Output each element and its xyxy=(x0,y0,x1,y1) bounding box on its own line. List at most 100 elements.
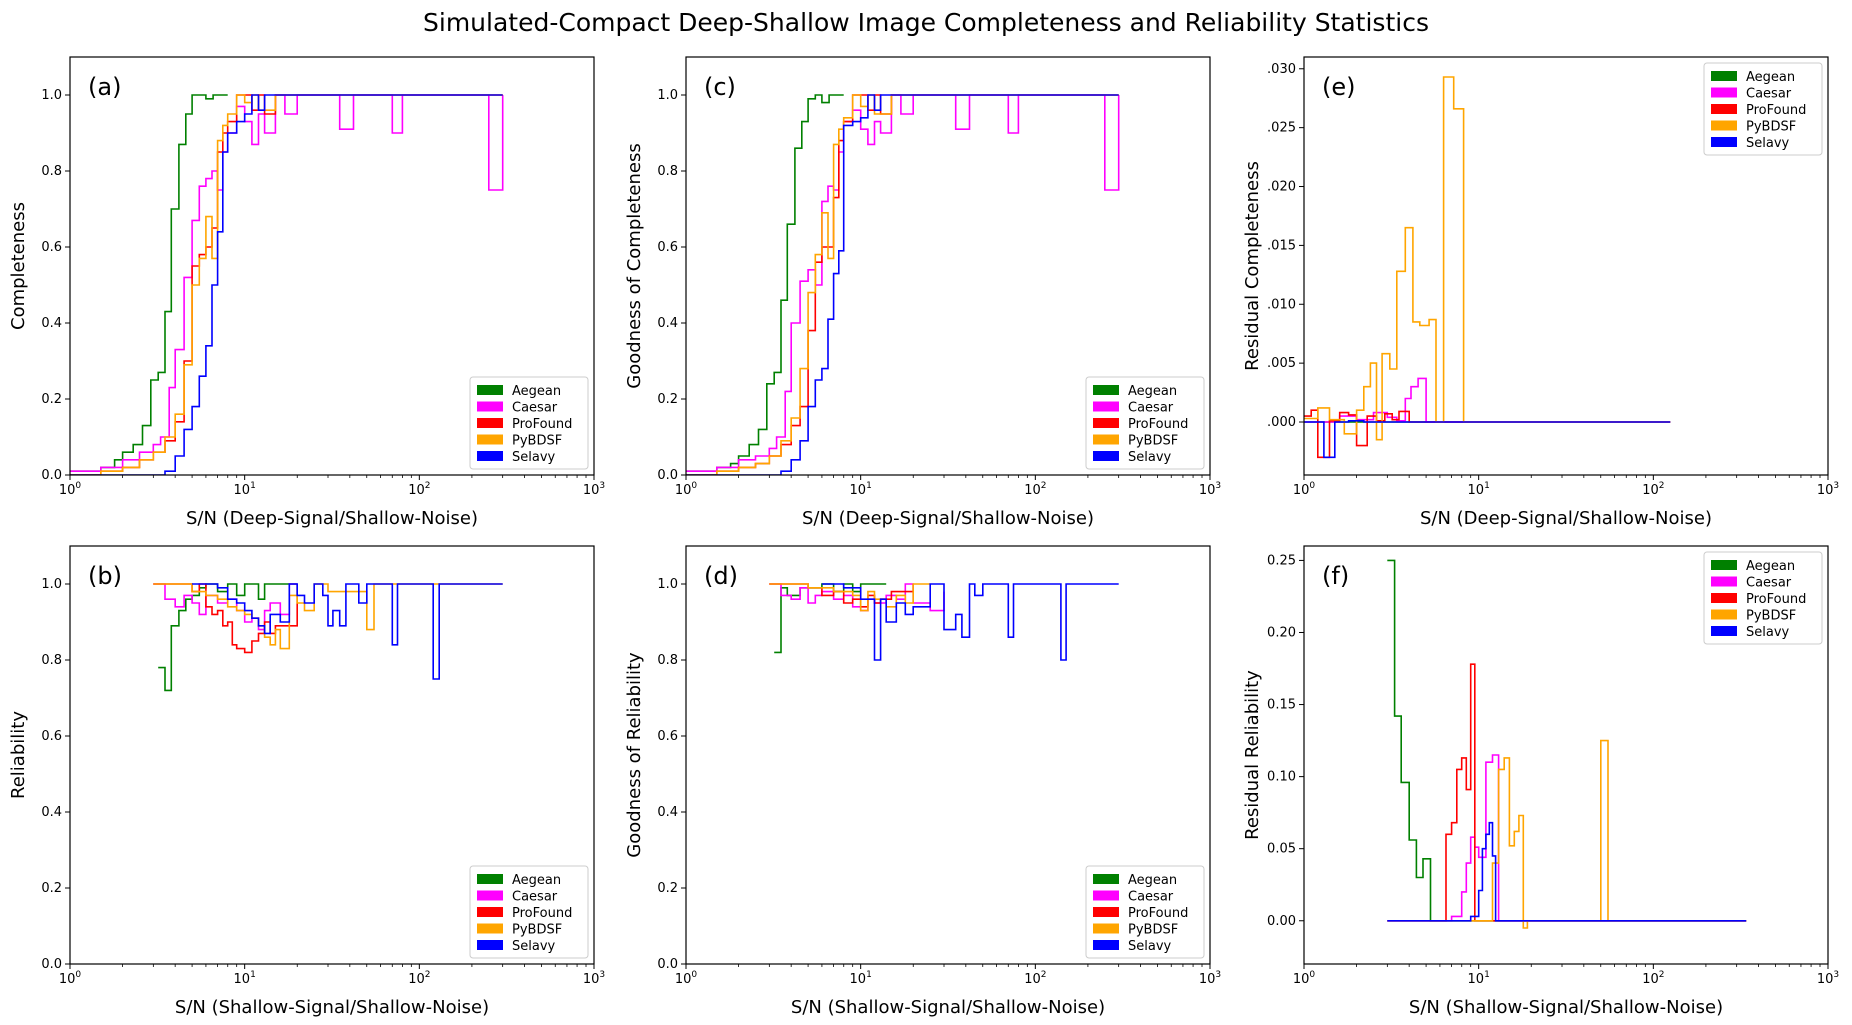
x-axis-label: S/N (Shallow-Signal/Shallow-Noise) xyxy=(175,997,489,1018)
series-group xyxy=(686,94,1120,475)
x-tick-label: 102 xyxy=(1642,481,1664,498)
y-tick-label: 0.4 xyxy=(41,805,62,820)
y-axis-label: Goodness of Reliability xyxy=(624,652,645,858)
series-aegean-line xyxy=(686,94,844,472)
x-axis-label: S/N (Deep-Signal/Shallow-Noise) xyxy=(802,508,1094,529)
y-tick-label: 0.6 xyxy=(41,729,62,744)
y-tick-label: .025 xyxy=(1267,121,1296,136)
x-tick-exponent: 2 xyxy=(425,970,431,980)
y-tick-label: 0.4 xyxy=(657,805,678,820)
x-tick-exponent: 3 xyxy=(1833,970,1839,980)
legend-label-profound: ProFound xyxy=(1128,906,1188,921)
legend-swatch-selavy xyxy=(1711,137,1737,147)
legend-label-pybdsf: PyBDSF xyxy=(512,434,562,449)
x-tick-label: 103 xyxy=(1199,481,1221,498)
x-tick-exponent: 0 xyxy=(1309,481,1315,491)
series-caesar-line xyxy=(686,94,1120,472)
x-tick-label: 102 xyxy=(408,970,430,987)
series-selavy-line xyxy=(1304,420,1671,459)
legend-label-aegean: Aegean xyxy=(512,384,561,399)
series-profound-line xyxy=(1387,663,1747,922)
legend-swatch-selavy xyxy=(1711,626,1737,636)
x-tick-exponent: 3 xyxy=(1833,481,1839,491)
x-tick-exponent: 1 xyxy=(250,970,256,980)
legend-swatch-aegean xyxy=(477,874,503,884)
legend-label-aegean: Aegean xyxy=(1746,70,1795,85)
legend-label-profound: ProFound xyxy=(1128,417,1188,432)
legend-swatch-aegean xyxy=(477,385,503,395)
x-tick-exponent: 1 xyxy=(1484,481,1490,491)
y-tick-label: 0.10 xyxy=(1267,770,1296,785)
y-tick-label: 0.6 xyxy=(657,729,678,744)
x-tick-label: 102 xyxy=(408,481,430,498)
legend-swatch-profound xyxy=(1093,907,1119,917)
y-tick-label: 0.0 xyxy=(657,957,678,972)
series-group xyxy=(1304,76,1671,459)
y-tick-label: 0.0 xyxy=(41,957,62,972)
y-tick-label: 0.8 xyxy=(657,653,678,668)
x-axis-label: S/N (Shallow-Signal/Shallow-Noise) xyxy=(1409,997,1723,1018)
y-tick-label: 1.0 xyxy=(41,88,62,103)
plot-frame xyxy=(1303,545,1829,965)
y-tick-label: 0.20 xyxy=(1267,625,1296,640)
legend-swatch-profound xyxy=(1711,593,1737,603)
legend-label-aegean: Aegean xyxy=(1128,873,1177,888)
x-tick-label: 100 xyxy=(59,970,82,987)
series-caesar-line xyxy=(70,94,504,472)
legend-label-profound: ProFound xyxy=(512,906,572,921)
series-aegean-line xyxy=(70,94,228,472)
x-tick-exponent: 3 xyxy=(1215,970,1221,980)
legend-label-pybdsf: PyBDSF xyxy=(1128,434,1178,449)
legend-label-caesar: Caesar xyxy=(1746,87,1792,102)
x-tick-label: 103 xyxy=(1199,970,1221,987)
series-selavy-line xyxy=(821,583,1119,661)
legend-swatch-caesar xyxy=(1093,890,1119,901)
legend-swatch-pybdsf xyxy=(477,434,503,445)
legend-swatch-aegean xyxy=(1711,560,1737,570)
legend-swatch-aegean xyxy=(1093,874,1119,884)
legend-swatch-selavy xyxy=(477,451,503,461)
y-tick-label: 0.00 xyxy=(1267,914,1296,929)
series-pybdsf-line xyxy=(1304,76,1671,441)
legend-label-selavy: Selavy xyxy=(512,450,556,465)
legend-swatch-selavy xyxy=(1093,940,1119,950)
y-tick-label: 0.0 xyxy=(657,468,678,483)
x-tick-label: 103 xyxy=(1817,970,1839,987)
legend-box xyxy=(1703,62,1823,156)
x-tick-exponent: 2 xyxy=(1041,970,1047,980)
plot-frame xyxy=(1303,56,1829,476)
y-tick-label: 0.2 xyxy=(41,392,62,407)
y-tick-label: 0.0 xyxy=(41,468,62,483)
series-selavy-line xyxy=(192,583,503,680)
y-axis-label: Reliability xyxy=(8,711,29,799)
x-tick-exponent: 3 xyxy=(599,481,605,491)
legend-box xyxy=(1085,865,1205,959)
x-tick-exponent: 0 xyxy=(75,970,81,980)
y-tick-label: 0.15 xyxy=(1267,698,1296,713)
panel-label: (c) xyxy=(704,73,736,101)
legend-label-selavy: Selavy xyxy=(512,939,556,954)
x-axis-label: S/N (Shallow-Signal/Shallow-Noise) xyxy=(791,997,1105,1018)
x-tick-exponent: 1 xyxy=(1484,970,1490,980)
legend-swatch-profound xyxy=(1711,104,1737,114)
series-group xyxy=(1387,559,1747,929)
x-tick-exponent: 1 xyxy=(250,481,256,491)
legend-label-profound: ProFound xyxy=(1746,103,1806,118)
y-tick-label: 0.2 xyxy=(657,392,678,407)
x-tick-exponent: 1 xyxy=(866,970,872,980)
y-tick-label: 1.0 xyxy=(657,88,678,103)
series-selavy-line xyxy=(1387,821,1747,922)
y-tick-label: 0.4 xyxy=(41,316,62,331)
x-tick-label: 100 xyxy=(59,481,82,498)
legend-box xyxy=(1085,376,1205,470)
legend-swatch-profound xyxy=(1093,418,1119,428)
legend-swatch-pybdsf xyxy=(1093,923,1119,934)
x-tick-exponent: 2 xyxy=(1041,481,1047,491)
legend-label-caesar: Caesar xyxy=(1128,890,1174,905)
